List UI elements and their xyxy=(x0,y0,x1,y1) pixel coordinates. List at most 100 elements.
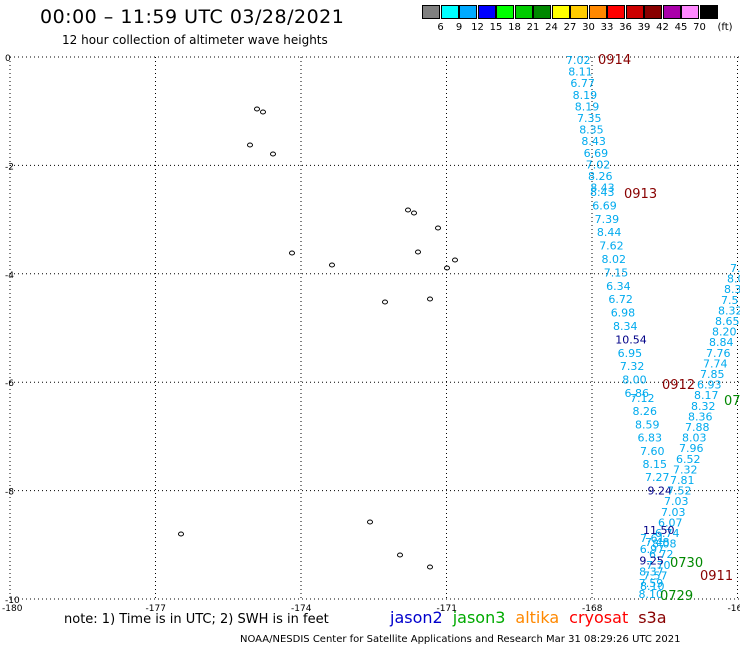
track-value-label: 7.32 xyxy=(673,463,698,476)
track-value-label: 8.84 xyxy=(709,336,734,349)
track-value-label: 8.34 xyxy=(613,320,638,333)
legend-label: 70 xyxy=(693,22,706,33)
island-outline xyxy=(397,552,403,558)
legend-swatch xyxy=(496,5,514,19)
track-value-label: 6.72 xyxy=(608,293,633,306)
track-value-label: 7.88 xyxy=(685,421,710,434)
track-value-label: 6.07 xyxy=(658,516,683,529)
legend-swatch xyxy=(551,5,570,19)
legend-label: 42 xyxy=(656,22,669,33)
track-value-label: 8.32 xyxy=(718,304,740,317)
pass-time-label: 0730 xyxy=(670,556,703,571)
legend-swatch xyxy=(644,5,662,19)
track-value-label: 8.15 xyxy=(643,458,668,471)
track-value-label: 8.10 xyxy=(640,580,665,593)
legend-label: 30 xyxy=(582,22,595,33)
island-outline xyxy=(444,265,450,271)
island-outline xyxy=(435,225,441,231)
track-value-label: 6.93 xyxy=(697,379,722,392)
track-value-label: 8.00 xyxy=(622,374,647,387)
track-value-label: 8.08 xyxy=(652,538,677,551)
track-value-label: 8.19 xyxy=(575,100,600,113)
legend-swatch xyxy=(533,5,551,19)
track-value-label: 9.24 xyxy=(648,484,673,497)
track-value-label: 7.59 xyxy=(639,577,664,590)
track-value-label: 8.43 xyxy=(581,135,606,148)
pass-time-label: 0911 xyxy=(700,569,733,584)
x-tick-label: -174 xyxy=(291,604,312,614)
legend-swatch xyxy=(588,5,607,19)
island-outline xyxy=(254,106,260,112)
track-value-label: 8.19 xyxy=(573,89,598,102)
track-value-label: 6.69 xyxy=(592,199,617,212)
track-value-label: 7.32 xyxy=(620,360,645,373)
track-value-label: 7.81 xyxy=(670,474,695,487)
track-value-label: 8.10 xyxy=(639,588,664,601)
footer-note: note: 1) Time is in UTC; 2) SWH is in fe… xyxy=(64,612,329,627)
satellite-jason3: jason3 xyxy=(452,608,506,627)
legend-label: 45 xyxy=(674,22,688,33)
track-value-label: 6.74 xyxy=(655,527,680,540)
track-value-label: 7.35 xyxy=(577,112,602,125)
legend-label: 18 xyxy=(508,22,521,33)
track-value-label: 8.43 xyxy=(590,182,615,195)
legend-unit: (ft) xyxy=(717,22,733,33)
track-value-label: 8.32 xyxy=(691,400,716,413)
island-outline xyxy=(178,531,184,537)
island-outline xyxy=(367,519,373,525)
satellite-legend: jason2 jason3 altika cryosat s3a xyxy=(390,608,677,627)
track-value-label: 7.02 xyxy=(586,158,611,171)
track-value-label: 7.74 xyxy=(703,357,728,370)
track-value-label: 7.27 xyxy=(645,471,670,484)
credit-line: NOAA/NESDIS Center for Satellite Applica… xyxy=(240,634,681,645)
x-tick-label: -16 xyxy=(728,604,740,614)
track-value-label: 7.70 xyxy=(646,559,671,572)
track-value-label: 6.98 xyxy=(611,307,636,320)
track-value-label: 8.26 xyxy=(588,170,613,183)
legend-swatch xyxy=(570,5,588,19)
pass-time-label: 07 xyxy=(724,394,740,409)
page-title: 00:00 – 11:59 UTC 03/28/2021 xyxy=(40,6,345,28)
island-outline xyxy=(427,296,433,302)
island-outline xyxy=(247,142,253,148)
island-outline xyxy=(329,262,335,268)
y-tick-label: -6 xyxy=(5,379,14,389)
track-value-label: 8.3 xyxy=(724,283,740,296)
track-value-label: 7.61 xyxy=(640,532,665,545)
legend-swatch xyxy=(607,5,625,19)
x-tick-label: -171 xyxy=(437,604,457,614)
legend-label: 9 xyxy=(455,22,463,33)
track-value-label: 6.77 xyxy=(570,77,595,90)
pass-time-label: 0913 xyxy=(624,187,657,202)
legend-swatch xyxy=(625,5,644,19)
track-value-label: 7.48 xyxy=(645,536,670,549)
track-value-label: 8.37 xyxy=(639,566,664,579)
island-outline xyxy=(452,257,458,263)
x-tick-label: -168 xyxy=(582,604,603,614)
track-value-label: 7.96 xyxy=(679,442,704,455)
track-value-label: 8.59 xyxy=(635,418,660,431)
legend-swatch xyxy=(699,5,718,19)
legend-swatch xyxy=(662,5,681,19)
island-outline xyxy=(270,151,276,157)
legend-label: 24 xyxy=(545,22,558,33)
legend-label: 21 xyxy=(526,22,540,33)
legend-label: 36 xyxy=(619,22,632,33)
y-tick-label: -10 xyxy=(5,596,20,606)
island-outline xyxy=(260,109,266,115)
track-value-label: 8.43 xyxy=(590,186,615,199)
track-value-label: 6.95 xyxy=(618,347,643,360)
legend-swatch xyxy=(681,5,699,19)
track-value-label: 8.02 xyxy=(602,253,627,266)
track-value-label: 8.11 xyxy=(568,66,593,79)
track-value-label: 8.26 xyxy=(633,405,658,418)
track-value-label: 7.60 xyxy=(640,445,665,458)
track-value-label: 6.69 xyxy=(584,147,609,160)
island-outline xyxy=(427,564,433,570)
track-value-label: 7.52 xyxy=(667,485,692,498)
pass-time-label: 0912 xyxy=(662,378,695,393)
track-value-label: 6.34 xyxy=(606,280,631,293)
satellite-jason2: jason2 xyxy=(390,608,443,627)
track-value-label: 6.86 xyxy=(625,387,650,400)
track-value-label: 7.02 xyxy=(566,54,591,67)
